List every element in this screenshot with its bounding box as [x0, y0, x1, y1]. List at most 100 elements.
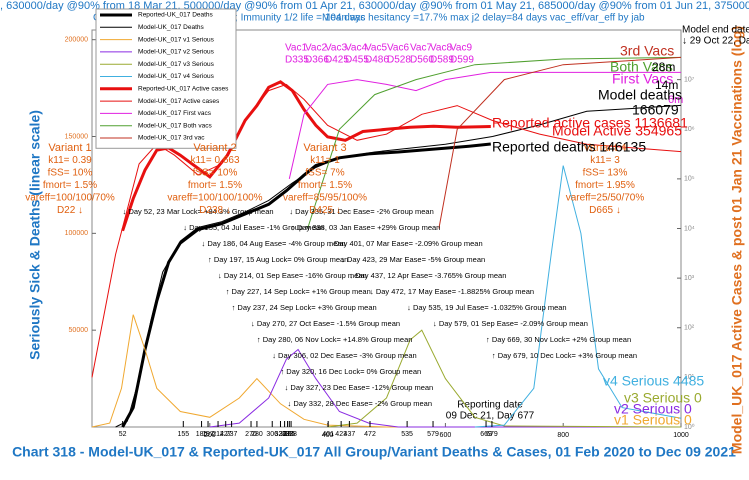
y2-tick-label: 10¹: [684, 374, 695, 381]
x-tick-label: 1000: [673, 432, 689, 439]
event-annotation: ↑ Day 227, 14 Sep Lock= +1% Group mean: [226, 287, 371, 296]
variant-label: Variant 1: [48, 142, 91, 154]
end-label: 14m: [655, 78, 678, 92]
event-annotation: ↑ Day 679, 10 Dec Lock= +3% Group mean: [492, 351, 637, 360]
variant-label: vareff=25/50/70%: [566, 193, 645, 204]
legend-label: Model-UK_017 Both vacs: [138, 122, 212, 129]
event-day-label: 679: [486, 431, 498, 438]
vaccine-day: D366: [305, 55, 329, 66]
legend-label: Model-UK_017 First vacs: [138, 110, 212, 117]
variant-label: D22 ↓: [57, 205, 83, 216]
model-end-date: ↓ 29 Oct 22, Day: [682, 36, 749, 47]
event-day-label: 327: [279, 431, 291, 438]
legend-label: Model-UK_017 Active cases: [138, 98, 220, 105]
event-day-label: 338: [285, 431, 297, 438]
end-label: 6m: [668, 94, 683, 106]
y-tick-label: 200000: [65, 37, 88, 44]
vaccine-label: Vac2: [305, 43, 327, 54]
vaccine-day: D486: [365, 55, 389, 66]
subheader: Mean vac hesitancy =17.7% max j2 delay=8…: [322, 13, 645, 24]
series-line: [209, 348, 681, 428]
event-annotation: ↓ Day 437, 12 Apr Ease= -3.765% Group me…: [349, 271, 506, 280]
vaccine-label: Vac8: [430, 43, 452, 54]
end-label: Reported deaths 146135: [492, 139, 646, 155]
series-line: [474, 165, 682, 428]
event-annotation: ↑ Day 669, 30 Nov Lock= +2% Group mean: [486, 335, 631, 344]
event-day-label: 669: [480, 431, 492, 438]
header: , 630000/day @90% from 18 Mar 21, 500000…: [0, 0, 749, 12]
vaccine-day: D455: [345, 55, 369, 66]
variant-label: k11= 0.663: [190, 155, 239, 166]
series-line: [307, 56, 682, 229]
variant-label: k11= 1: [310, 155, 340, 166]
x-tick-label: 400: [322, 432, 334, 439]
vaccine-day: D425: [325, 55, 349, 66]
event-annotation: ↓ Day 335, 31 Dec Ease= -2% Group mean: [289, 207, 433, 216]
legend-box: [95, 8, 237, 149]
variant-label: k11= 3: [590, 155, 620, 166]
legend-label: Model-UK_017 3rd vac: [138, 135, 205, 142]
variant-label: fSS= 13%: [583, 168, 628, 179]
vaccine-label: Vac6: [387, 43, 409, 54]
end-label: Model deaths: [598, 87, 682, 103]
end-label: v1 Serious 0: [614, 412, 692, 428]
event-day-label: 423: [335, 431, 347, 438]
event-day-label: 270: [245, 431, 257, 438]
variant-label: k11= 0.39: [48, 155, 92, 166]
series-line: [438, 56, 682, 229]
vaccine-label: Vac3: [325, 43, 347, 54]
event-day-label: 306: [266, 431, 278, 438]
legend-label: Reported-UK_017 Deaths: [138, 12, 214, 19]
y2-tick-label: 10³: [684, 275, 695, 282]
event-annotation: ↓ Day 186, 04 Aug Ease= -4% Group mean: [202, 239, 346, 248]
vaccine-day: D335: [285, 55, 309, 66]
series-line: [121, 142, 491, 428]
model-end-date: Model end date: [682, 25, 749, 36]
end-label: Reported active cases 1136681: [492, 115, 688, 131]
y2-tick-label: 10²: [684, 325, 695, 332]
end-label: v2 Serious 0: [614, 401, 692, 417]
event-day-label: 579: [427, 431, 439, 438]
event-day-label: 472: [364, 431, 376, 438]
y-tick-label: 100000: [65, 230, 88, 237]
event-annotation: ↑ Day 280, 06 Nov Lock= +14.8% Group mea…: [257, 335, 413, 344]
end-label: v3 Serious 0: [624, 390, 702, 406]
vaccine-label: Vac4: [345, 43, 367, 54]
series-line: [91, 314, 681, 428]
event-day-label: 227: [220, 431, 232, 438]
legend-label: Reported-UK_017 Active cases: [138, 86, 229, 93]
variant-label: fSS= 7%: [305, 168, 344, 179]
end-label: 28m: [652, 60, 675, 74]
end-label: 3rd Vacs: [620, 43, 674, 59]
vaccine-label: Vac7: [410, 43, 432, 54]
end-label: First Vacs: [612, 71, 673, 87]
event-annotation: ↓ Day 472, 17 May Ease= -1.8825% Group m…: [370, 287, 534, 296]
variant-label: vareff=100/100/70%: [25, 193, 115, 204]
y2-tick-label: 10⁷: [684, 76, 695, 83]
variant-label: fmort= 1.95%: [575, 180, 635, 191]
y-axis-label: Seriously Sick & Deaths (linear scale): [27, 110, 43, 360]
event-day-label: 186: [196, 431, 208, 438]
vaccine-day: D599: [450, 55, 474, 66]
vaccine-label: Vac9: [450, 43, 472, 54]
variant-label: D665 ↓: [589, 205, 621, 216]
y2-tick-label: 10⁵: [684, 176, 695, 183]
end-label: 166079: [632, 102, 679, 118]
event-annotation: ↓ Day 327, 23 Dec Ease= -12% Group mean: [285, 383, 434, 392]
event-annotation: ↓ Day 535, 19 Jul Ease= -1.0325% Group m…: [407, 303, 566, 312]
variant-label: Variant 2: [193, 142, 236, 154]
variant-label: fmort= 1.5%: [43, 180, 97, 191]
event-annotation: ↓ Day 423, 29 Mar Ease= -5% Group mean: [341, 255, 485, 264]
legend-label: Model-UK_017 v2 Serious: [138, 49, 215, 56]
vaccine-label: Vac1: [285, 43, 307, 54]
series-line: [327, 329, 682, 428]
variant-label: vareff=85/95/100%: [283, 193, 367, 204]
event-annotation: ↓ Day 214, 01 Sep Ease= -16% Group mean: [218, 271, 367, 280]
variant-label: fSS= 10%: [48, 168, 93, 179]
event-day-label: 214: [212, 431, 224, 438]
event-day-label: 335: [283, 431, 295, 438]
event-annotation: ↑ Day 320, 16 Dec Lock= 0% Group mean: [280, 367, 421, 376]
variant-label: Variant 4: [583, 142, 626, 154]
event-day-label: 320: [275, 431, 287, 438]
vaccine-label: Vac5: [365, 43, 387, 54]
